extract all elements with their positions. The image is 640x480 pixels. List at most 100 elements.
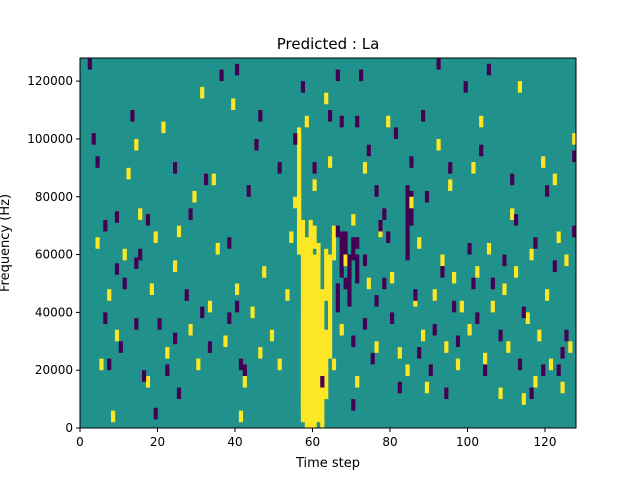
heatmap-cell-high bbox=[149, 283, 154, 296]
heatmap-cell-low bbox=[114, 263, 120, 275]
heatmap-cell-low bbox=[254, 138, 259, 151]
heatmap-cell-high bbox=[293, 196, 298, 209]
heatmap-cell-low bbox=[355, 237, 360, 249]
heatmap-cell-low bbox=[475, 312, 480, 324]
heatmap-cell-low bbox=[432, 323, 437, 336]
heatmap-cell-low bbox=[339, 231, 344, 278]
heatmap-cell-low bbox=[471, 277, 476, 290]
heatmap-cell-low bbox=[463, 81, 468, 93]
y-tick-label: 120000 bbox=[27, 74, 73, 88]
heatmap-cell-high bbox=[514, 266, 519, 278]
heatmap-cell-low bbox=[242, 364, 247, 376]
heatmap-cell-high bbox=[242, 375, 247, 388]
heatmap-cell-low bbox=[207, 341, 213, 353]
heatmap-cell-low bbox=[405, 185, 410, 255]
heatmap-cell-high bbox=[455, 358, 461, 371]
heatmap-cell-low bbox=[173, 332, 178, 345]
heatmap-cell-low bbox=[510, 173, 515, 186]
heatmap-cell-high bbox=[467, 323, 472, 336]
heatmap-cell-high bbox=[397, 347, 402, 359]
heatmap-cell-low bbox=[258, 110, 263, 122]
heatmap-cell-low bbox=[382, 208, 387, 220]
heatmap-cell-high bbox=[173, 260, 178, 272]
heatmap-cell-low bbox=[339, 115, 344, 128]
heatmap-cell-high bbox=[153, 231, 158, 243]
heatmap-cell-high bbox=[471, 162, 476, 174]
heatmap-cell-high bbox=[506, 341, 511, 353]
heatmap-cell-low bbox=[362, 318, 368, 330]
heatmap-cell-low bbox=[343, 277, 348, 290]
heatmap-cell-low bbox=[417, 347, 422, 359]
heatmap-cell-high bbox=[572, 133, 577, 145]
heatmap-cell-high bbox=[417, 237, 422, 249]
heatmap-cell-low bbox=[95, 156, 100, 168]
x-tick-label: 100 bbox=[456, 435, 479, 449]
x-tick-label: 40 bbox=[227, 435, 242, 449]
heatmap-cell-low bbox=[142, 370, 147, 382]
heatmap-cell-low bbox=[397, 381, 402, 394]
heatmap-cell-high bbox=[432, 289, 437, 301]
heatmap-cell-high bbox=[192, 190, 197, 203]
heatmap-cell-high bbox=[223, 335, 228, 348]
heatmap-cell-high bbox=[390, 271, 395, 284]
heatmap-cell-high bbox=[122, 248, 127, 261]
heatmap-cell-low bbox=[386, 231, 391, 243]
heatmap-cell-high bbox=[331, 358, 337, 371]
y-tick-label: 100000 bbox=[27, 132, 73, 146]
heatmap-cell-high bbox=[235, 283, 240, 296]
heatmap-cell-high bbox=[200, 86, 205, 99]
heatmap-cell-high bbox=[328, 156, 333, 168]
heatmap-cell-high bbox=[424, 381, 430, 394]
heatmap-cell-low bbox=[134, 318, 139, 330]
heatmap-cell-low bbox=[235, 63, 240, 76]
heatmap-cell-high bbox=[188, 323, 193, 336]
heatmap-cell-low bbox=[277, 162, 282, 174]
heatmap-cell-high bbox=[95, 237, 100, 249]
heatmap-cell-low bbox=[502, 254, 507, 267]
heatmap-cell-low bbox=[300, 81, 306, 93]
heatmap-cell-low bbox=[560, 347, 565, 359]
heatmap-cell-low bbox=[122, 277, 127, 290]
heatmap-cell-low bbox=[343, 231, 348, 255]
heatmap-cell-low bbox=[452, 300, 457, 313]
heatmap-cell-high bbox=[328, 254, 333, 359]
heatmap-cell-high bbox=[459, 300, 464, 313]
heatmap-cell-high bbox=[297, 133, 302, 243]
heatmap-cell-low bbox=[374, 185, 379, 197]
heatmap-cell-low bbox=[533, 237, 538, 249]
heatmap-cell-low bbox=[436, 58, 441, 70]
heatmap-cell-low bbox=[134, 257, 139, 270]
heatmap-cell-low bbox=[572, 225, 577, 238]
heatmap-cell-low bbox=[448, 162, 453, 174]
heatmap-cell-low bbox=[351, 237, 356, 261]
heatmap-cell-high bbox=[250, 306, 255, 319]
heatmap-cell-low bbox=[370, 352, 375, 365]
heatmap-cell-low bbox=[366, 144, 371, 157]
heatmap-cell-high bbox=[145, 375, 151, 388]
heatmap-cell-low bbox=[483, 364, 488, 376]
heatmap-cell-high bbox=[304, 115, 309, 128]
plot-frame bbox=[79, 57, 577, 429]
heatmap-cell-low bbox=[335, 225, 340, 238]
heatmap-cell-high bbox=[269, 329, 275, 342]
heatmap-cell-low bbox=[312, 162, 317, 174]
heatmap-cell-low bbox=[173, 162, 178, 174]
heatmap-cell-low bbox=[118, 341, 123, 353]
y-axis: 0 20000 40000 60000 80000 100000 120000 bbox=[27, 74, 80, 435]
heatmap-cell-low bbox=[486, 63, 492, 76]
heatmap-cell-low bbox=[378, 219, 383, 232]
heatmap-cell-high bbox=[452, 271, 457, 284]
heatmap-cell-low bbox=[335, 69, 340, 82]
heatmap-cell-low bbox=[335, 283, 340, 313]
chart-title: Predicted : La bbox=[277, 35, 380, 53]
heatmap-cell-low bbox=[428, 364, 433, 376]
heatmap-cell-low bbox=[393, 127, 399, 139]
heatmap-cell-low bbox=[138, 248, 143, 261]
heatmap-cell-high bbox=[479, 115, 484, 128]
heatmap-cell-low bbox=[351, 335, 356, 348]
heatmap-cell-low bbox=[440, 266, 445, 278]
x-tick-label: 60 bbox=[305, 435, 320, 449]
heatmap-cell-low bbox=[246, 185, 251, 197]
heatmap-cell-high bbox=[374, 341, 379, 353]
heatmap-cell-low bbox=[219, 69, 224, 82]
